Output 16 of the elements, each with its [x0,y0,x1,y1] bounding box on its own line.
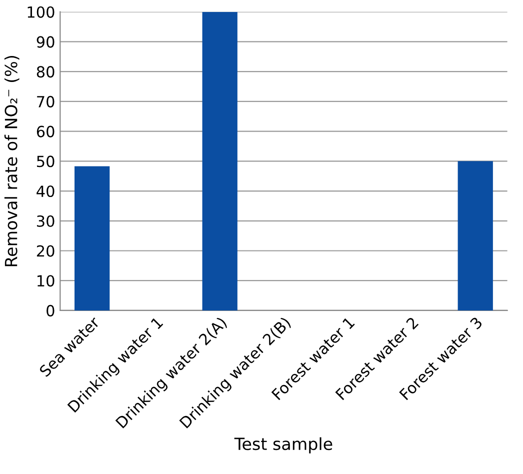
y-tick-label: 40 [36,185,54,198]
y-tick-label: 100 [28,6,54,18]
y-tick-label: 10 [38,275,54,287]
y-tick-label: 90 [36,36,54,48]
y-tick-label: 0 [46,304,54,316]
y-tick-label: 20 [36,245,54,257]
y-tick-label: 30 [37,215,54,227]
y-tick-label: 70 [37,96,54,108]
y-tick-label: 60 [36,126,54,138]
y-tick-label: 80 [36,66,54,78]
bar [202,12,238,310]
y-axis-title: Removal rate of NO₂⁻ (%) [4,56,20,266]
bar [458,161,493,310]
x-axis-title: Test sample [234,437,332,454]
y-tick-label: 50 [37,156,54,168]
bar [74,166,110,310]
